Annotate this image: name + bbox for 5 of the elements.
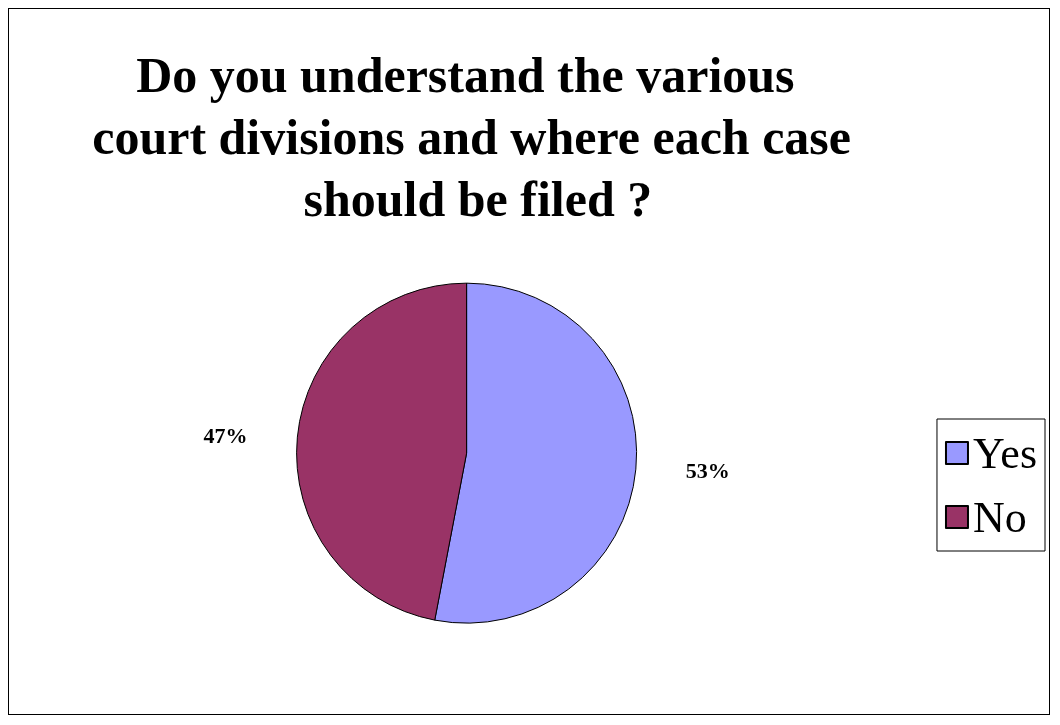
- data-label: 47%: [203, 423, 248, 449]
- legend-label: No: [972, 492, 1027, 542]
- legend-label: Yes: [972, 428, 1038, 478]
- data-label: 53%: [685, 458, 730, 484]
- chart-title: Do you understand the various court divisions and where each case should be filed ?: [92, 47, 851, 227]
